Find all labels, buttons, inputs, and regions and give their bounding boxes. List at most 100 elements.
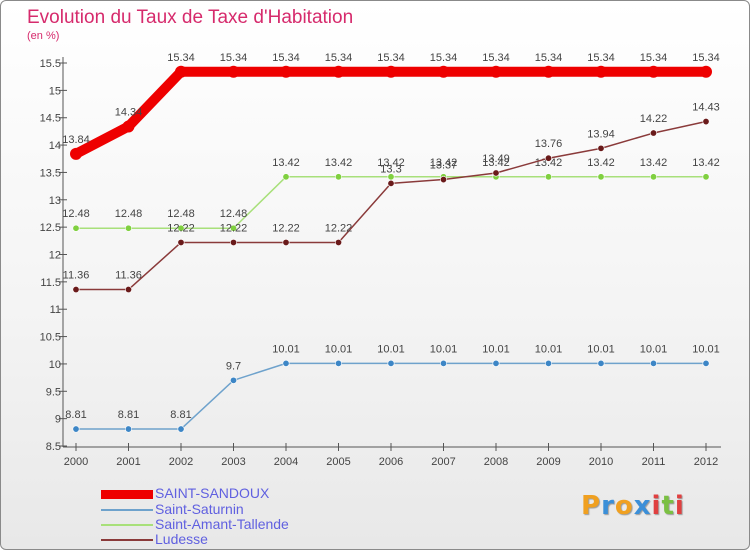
y-tick-label: 15.5 xyxy=(40,58,61,70)
logo-letter: x xyxy=(633,491,652,521)
data-point xyxy=(544,154,552,162)
data-point xyxy=(334,238,342,246)
data-point xyxy=(702,118,710,126)
data-point xyxy=(439,176,447,184)
data-point xyxy=(595,65,607,78)
x-tick-label: 2001 xyxy=(116,456,140,468)
data-label: 12.22 xyxy=(325,222,353,234)
y-tick-label: 12.5 xyxy=(40,222,61,234)
series-line-saint-sandoux xyxy=(71,66,711,159)
data-point xyxy=(492,169,500,177)
data-label: 14.22 xyxy=(640,113,668,125)
data-label: 10.01 xyxy=(325,343,353,355)
data-label: 13.42 xyxy=(692,157,720,169)
data-point xyxy=(387,359,395,367)
data-label: 13.94 xyxy=(587,128,615,140)
data-label: 9.7 xyxy=(226,360,241,372)
logo-letter: r xyxy=(601,491,615,521)
data-point xyxy=(387,179,395,187)
data-point xyxy=(230,238,238,246)
data-label: 15.34 xyxy=(220,52,248,64)
data-label: 15.34 xyxy=(692,52,720,64)
data-label: 8.81 xyxy=(118,409,139,421)
data-label: 15.34 xyxy=(325,52,353,64)
logo-letter: P xyxy=(581,491,602,521)
data-point xyxy=(282,173,290,181)
data-label: 13.42 xyxy=(377,157,405,169)
data-point xyxy=(334,173,342,181)
data-point xyxy=(282,238,290,246)
data-label: 15.34 xyxy=(167,52,195,64)
data-point xyxy=(649,173,657,181)
data-point xyxy=(544,173,552,181)
x-tick-label: 2003 xyxy=(221,456,245,468)
data-label: 15.34 xyxy=(482,52,510,64)
data-point xyxy=(177,224,185,232)
series-line-ludesse xyxy=(75,120,707,291)
data-point xyxy=(72,286,80,294)
data-point xyxy=(649,129,657,137)
data-label: 13.84 xyxy=(62,134,90,146)
data-label: 10.01 xyxy=(482,343,510,355)
data-label: 15.34 xyxy=(430,52,458,64)
y-tick-label: 11.5 xyxy=(40,277,61,289)
y-tick-label: 13 xyxy=(49,195,61,207)
data-point xyxy=(385,65,397,78)
y-tick-label: 14.5 xyxy=(40,113,61,125)
x-tick-label: 2004 xyxy=(274,456,298,468)
data-label: 13.3 xyxy=(380,163,401,175)
x-tick-label: 2002 xyxy=(169,456,193,468)
data-label: 10.01 xyxy=(692,343,720,355)
y-tick-label: 12 xyxy=(49,250,61,262)
data-point xyxy=(597,359,605,367)
data-label: 8.81 xyxy=(170,409,191,421)
data-label: 10.01 xyxy=(430,343,458,355)
data-point xyxy=(597,144,605,152)
data-point xyxy=(282,359,290,367)
data-label: 10.01 xyxy=(587,343,615,355)
data-label: 8.81 xyxy=(65,409,86,421)
data-label: 12.48 xyxy=(220,208,248,220)
data-label: 12.48 xyxy=(115,208,143,220)
data-label: 10.01 xyxy=(272,343,300,355)
data-point xyxy=(597,173,605,181)
x-tick-label: 2006 xyxy=(379,456,403,468)
data-label: 13.42 xyxy=(272,157,300,169)
data-label: 15.34 xyxy=(377,52,405,64)
data-point xyxy=(175,65,187,78)
y-tick-label: 14 xyxy=(49,140,61,152)
y-tick-label: 11 xyxy=(50,304,61,316)
data-point xyxy=(332,65,345,78)
data-label: 12.48 xyxy=(62,208,90,220)
logo-letter: i xyxy=(651,491,662,521)
data-label: 14.34 xyxy=(115,106,143,118)
data-label: 13.42 xyxy=(482,157,510,169)
data-label: 10.01 xyxy=(535,343,563,355)
data-point xyxy=(72,425,80,433)
data-label: 13.49 xyxy=(482,153,510,165)
data-point xyxy=(492,359,500,367)
data-label: 11.36 xyxy=(63,270,90,282)
data-label: 14.43 xyxy=(692,102,720,114)
data-label: 15.34 xyxy=(272,52,300,64)
data-point xyxy=(177,425,185,433)
data-label: 10.01 xyxy=(377,343,405,355)
data-point xyxy=(125,425,133,433)
data-label: 13.42 xyxy=(587,157,615,169)
data-point xyxy=(702,359,710,367)
data-label: 13.42 xyxy=(430,157,458,169)
x-tick-label: 2005 xyxy=(326,456,350,468)
data-point xyxy=(70,147,82,160)
data-point xyxy=(702,173,710,181)
chart-subtitle: (en %) xyxy=(27,30,60,42)
data-label: 10.01 xyxy=(640,343,668,355)
data-label: 15.34 xyxy=(535,52,563,64)
data-label: 15.34 xyxy=(640,52,668,64)
data-point xyxy=(490,65,502,78)
data-point xyxy=(122,120,135,133)
data-point xyxy=(230,224,238,232)
data-point xyxy=(227,65,240,78)
data-point xyxy=(647,65,660,78)
